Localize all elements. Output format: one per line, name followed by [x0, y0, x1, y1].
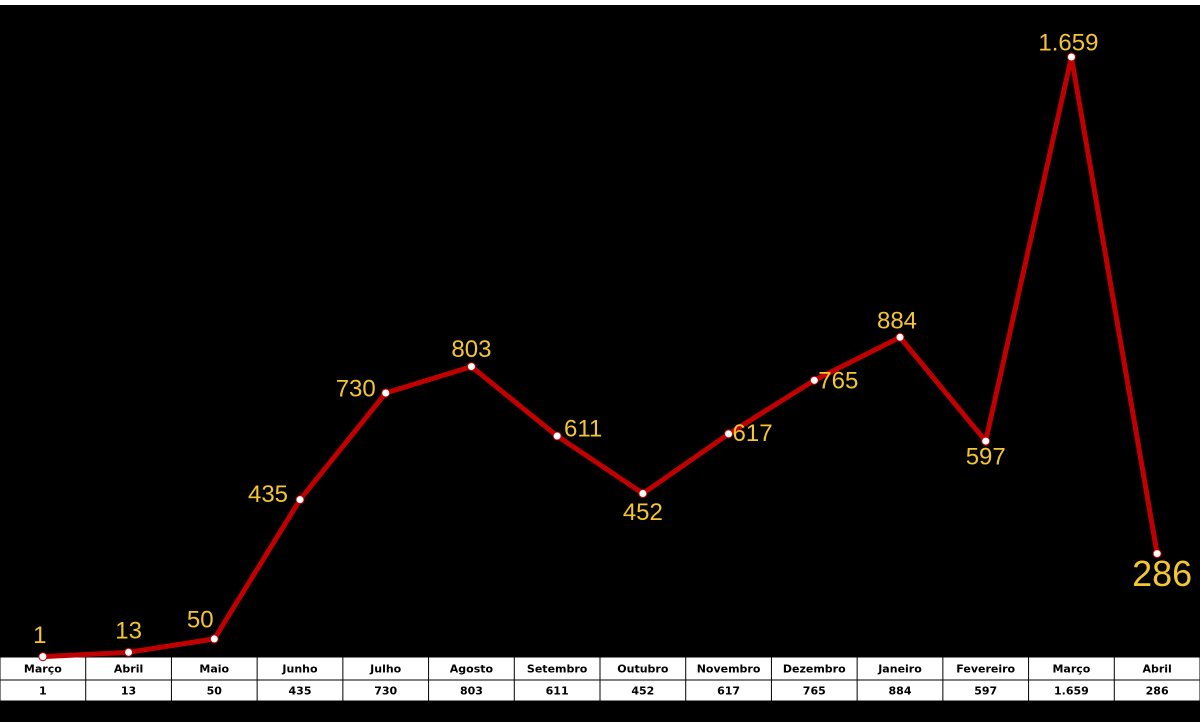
- data-label: 50: [187, 606, 214, 633]
- table-header: Maio: [199, 663, 229, 676]
- data-label: 435: [248, 481, 288, 508]
- table-header: Abril: [1142, 663, 1171, 676]
- table-value: 611: [546, 685, 569, 698]
- data-label: 730: [336, 375, 376, 402]
- marker: [295, 495, 305, 505]
- table-value: 1: [39, 685, 47, 698]
- marker: [209, 634, 219, 644]
- table-value: 13: [121, 685, 136, 698]
- data-label: 13: [115, 618, 142, 645]
- table-value: 730: [374, 685, 397, 698]
- marker: [724, 429, 734, 439]
- marker: [1152, 549, 1162, 559]
- data-label: 1.659: [1038, 29, 1098, 56]
- line: [42, 56, 1160, 660]
- marker: [895, 332, 905, 342]
- table-value: 452: [631, 685, 654, 698]
- table-header: Abril: [114, 663, 143, 676]
- table-header: Fevereiro: [956, 663, 1015, 676]
- data-label: 617: [733, 420, 773, 447]
- table-value: 50: [207, 685, 223, 698]
- data-label: 611: [564, 415, 602, 442]
- table-header: Março: [24, 663, 62, 676]
- data-label: 884: [877, 308, 917, 335]
- table-header: Novembro: [697, 663, 761, 676]
- marker: [1066, 52, 1076, 62]
- top-border: [0, 0, 1200, 5]
- table-header: Setembro: [527, 663, 588, 676]
- table-header: Janeiro: [877, 663, 922, 676]
- marker: [638, 489, 648, 499]
- data-label: 286: [1132, 553, 1192, 594]
- table-header: Dezembro: [783, 663, 846, 676]
- data-label: 597: [966, 443, 1006, 470]
- marker: [981, 436, 991, 446]
- data-label: 765: [818, 368, 858, 395]
- marker: [124, 647, 134, 657]
- table-value: 597: [974, 685, 997, 698]
- data-label: 452: [623, 499, 663, 526]
- data-label: 1: [33, 622, 46, 649]
- marker: [381, 388, 391, 398]
- marker: [809, 375, 819, 385]
- table-header: Julho: [369, 663, 402, 676]
- table-header: Março: [1052, 663, 1090, 676]
- table-header: Agosto: [450, 663, 494, 676]
- data-label: 803: [451, 336, 491, 363]
- table-value: 617: [717, 685, 740, 698]
- table-value: 286: [1146, 685, 1169, 698]
- table-header: Outubro: [617, 663, 669, 676]
- marker: [552, 431, 562, 441]
- table-value: 803: [460, 685, 483, 698]
- marker: [466, 362, 476, 372]
- table-header: Junho: [281, 663, 318, 676]
- marker: [38, 652, 48, 662]
- table-value: 884: [889, 685, 912, 698]
- table-value: 435: [289, 685, 312, 698]
- table-value: 1.659: [1054, 685, 1089, 698]
- table-value: 765: [803, 685, 826, 698]
